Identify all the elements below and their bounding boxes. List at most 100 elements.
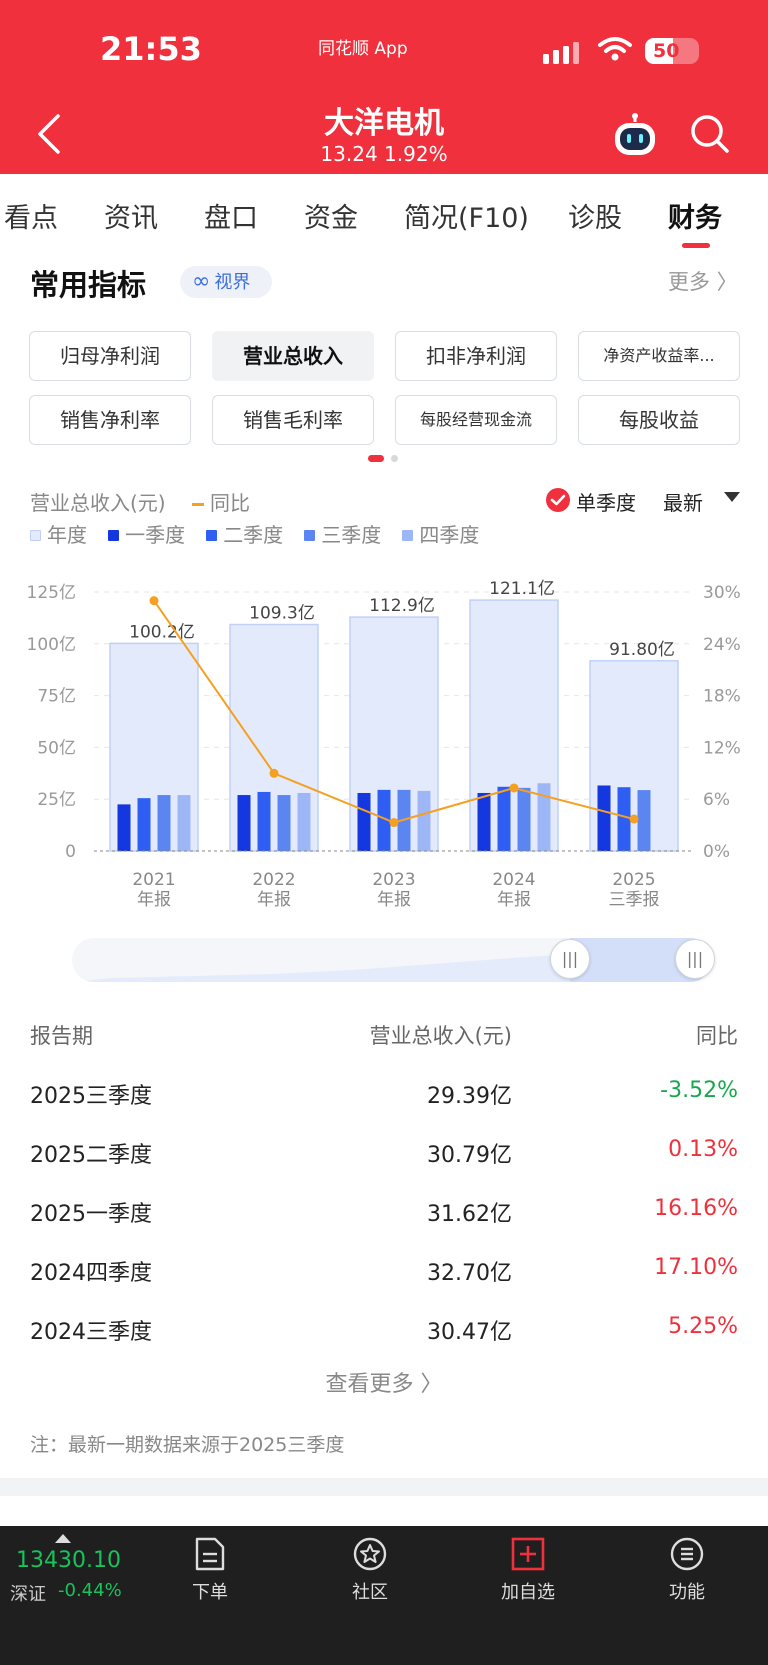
table-row[interactable]: 2025一季度 31.62亿 16.16% — [0, 1196, 768, 1254]
quarter-bar — [597, 785, 611, 851]
infinity-icon: ∞ — [192, 269, 211, 294]
index-name: 深证 — [10, 1584, 46, 1605]
vision-label: 视界 — [214, 272, 251, 293]
quarter-bar — [477, 792, 491, 851]
quarter-bar — [497, 786, 511, 851]
nav-community-label: 社区 — [352, 1582, 388, 1603]
caret-down-icon[interactable] — [724, 492, 740, 502]
index-expand-icon[interactable] — [55, 1534, 71, 1543]
latest-dropdown[interactable]: 最新 — [663, 491, 703, 515]
tab-highlights[interactable]: 看点 — [4, 203, 58, 234]
yoy-point — [509, 783, 519, 793]
legend-q2: 二季度 — [206, 519, 283, 548]
chart-legend: 年度 一季度 二季度 三季度 四季度 — [30, 519, 495, 548]
vision-badge[interactable]: ∞ 视界 — [180, 266, 272, 298]
annual-bar-label: 112.9亿 — [369, 596, 435, 616]
row-period: 2025三季度 — [30, 1084, 152, 1109]
table-row[interactable]: 2024三季度 30.47亿 5.25% — [0, 1314, 768, 1372]
page-dot — [391, 455, 398, 462]
y-tick-right: 18% — [703, 687, 741, 707]
nav-functions-label: 功能 — [669, 1582, 705, 1603]
bottom-nav-bar: 13430.10 深证 -0.44% 下单 社区 加自选 — [0, 1526, 768, 1665]
tab-bar: 看点 资讯 盘口 资金 简况(F10) 诊股 财务 — [0, 196, 768, 246]
indicator-roe[interactable]: 净资产收益率... — [578, 331, 740, 381]
quarter-bar — [297, 792, 311, 851]
col-header-revenue: 营业总收入(元) — [369, 1024, 512, 1048]
legend-q1: 一季度 — [108, 519, 185, 548]
tab-news[interactable]: 资讯 — [104, 203, 158, 234]
range-slider-track[interactable] — [72, 938, 712, 982]
menu-icon — [670, 1537, 704, 1571]
stock-change: 1.92% — [384, 142, 448, 166]
indicator-net-margin[interactable]: 销售净利率 — [29, 395, 191, 445]
row-revenue: 30.79亿 — [427, 1143, 512, 1168]
nav-community[interactable]: 社区 — [320, 1536, 420, 1604]
row-period: 2025二季度 — [30, 1143, 152, 1168]
quarter-bar — [157, 795, 171, 851]
tab-funds[interactable]: 资金 — [304, 203, 358, 234]
indicator-deducted-net-profit[interactable]: 扣非净利润 — [395, 331, 557, 381]
table-row[interactable]: 2025二季度 30.79亿 0.13% — [0, 1137, 768, 1195]
back-arrow-icon[interactable] — [36, 112, 62, 156]
nav-add-watchlist[interactable]: 加自选 — [478, 1536, 578, 1604]
yoy-point — [149, 596, 159, 606]
table-row[interactable]: 2025三季度 29.39亿 -3.52% — [0, 1078, 768, 1136]
indicator-operating-cashflow-per-share[interactable]: 每股经营现金流 — [395, 395, 557, 445]
data-source-note: 注：最新一期数据来源于2025三季度 — [30, 1434, 345, 1456]
more-link[interactable]: 更多 〉 — [668, 270, 738, 294]
battery-level: 50 — [653, 40, 680, 62]
quarter-bar — [517, 787, 531, 851]
yoy-point — [269, 768, 279, 778]
row-yoy: 17.10% — [654, 1255, 738, 1280]
index-value[interactable]: 13430.10 — [16, 1548, 121, 1573]
annual-bar-label: 121.1亿 — [489, 579, 555, 599]
indicator-eps[interactable]: 每股收益 — [578, 395, 740, 445]
slider-minimap — [72, 938, 712, 982]
annual-bar-label: 100.2亿 — [129, 622, 195, 642]
x-tick-label-period: 年报 — [497, 890, 531, 910]
legend-annual: 年度 — [30, 519, 87, 548]
slider-handle-left[interactable]: ||| — [550, 939, 590, 979]
indicator-net-profit[interactable]: 归母净利润 — [29, 331, 191, 381]
header: 21:53 同花顺 App 50 大洋电机 13.24 1.92% — [0, 0, 768, 174]
x-tick-label-year: 2025 — [612, 870, 655, 890]
annual-bar-label: 91.80亿 — [609, 640, 675, 660]
wifi-icon — [598, 37, 632, 61]
quarter-bar — [237, 795, 251, 851]
y-tick-right: 0% — [703, 842, 730, 862]
section-divider — [0, 1478, 768, 1496]
slider-handle-right[interactable]: ||| — [675, 939, 715, 979]
single-quarter-label[interactable]: 单季度 — [576, 491, 636, 515]
search-icon[interactable] — [690, 114, 730, 154]
nav-add-watchlist-label: 加自选 — [501, 1582, 555, 1603]
x-tick-label-period: 三季报 — [609, 890, 660, 910]
col-header-period: 报告期 — [30, 1024, 93, 1048]
stock-name: 大洋电机 — [324, 106, 444, 141]
page-dot-active — [368, 455, 384, 462]
legend-annual-label: 年度 — [47, 523, 87, 547]
quarter-bar — [537, 783, 551, 851]
stock-price: 13.24 — [320, 142, 378, 166]
nav-order[interactable]: 下单 — [160, 1536, 260, 1604]
revenue-chart[interactable]: 0 25亿 50亿 75亿 100亿 125亿 0% 6% 12% 18% 24% 30% 100.2亿… — [0, 560, 768, 920]
indicator-gross-margin[interactable]: 销售毛利率 — [212, 395, 374, 445]
tab-f10[interactable]: 简况(F10) — [404, 203, 529, 234]
nav-functions[interactable]: 功能 — [637, 1536, 737, 1604]
indicator-total-revenue[interactable]: 营业总收入 — [212, 331, 374, 381]
col-header-yoy: 同比 — [696, 1024, 738, 1048]
document-icon — [195, 1537, 225, 1571]
view-more-button[interactable]: 查看更多 〉 — [325, 1372, 443, 1397]
row-revenue: 29.39亿 — [427, 1084, 512, 1109]
tab-orderbook[interactable]: 盘口 — [204, 203, 258, 234]
row-yoy: 16.16% — [654, 1196, 738, 1221]
robot-assistant-icon[interactable] — [612, 112, 658, 158]
tab-diagnosis[interactable]: 诊股 — [568, 203, 622, 234]
x-tick-label-year: 2023 — [372, 870, 415, 890]
quarter-bar — [257, 791, 271, 851]
y-tick-left: 25亿 — [37, 790, 76, 810]
single-quarter-checkbox[interactable] — [546, 488, 570, 512]
yoy-legend-label: 同比 — [210, 491, 250, 515]
table-row[interactable]: 2024四季度 32.70亿 17.10% — [0, 1255, 768, 1313]
tab-finance[interactable]: 财务 — [668, 203, 722, 234]
